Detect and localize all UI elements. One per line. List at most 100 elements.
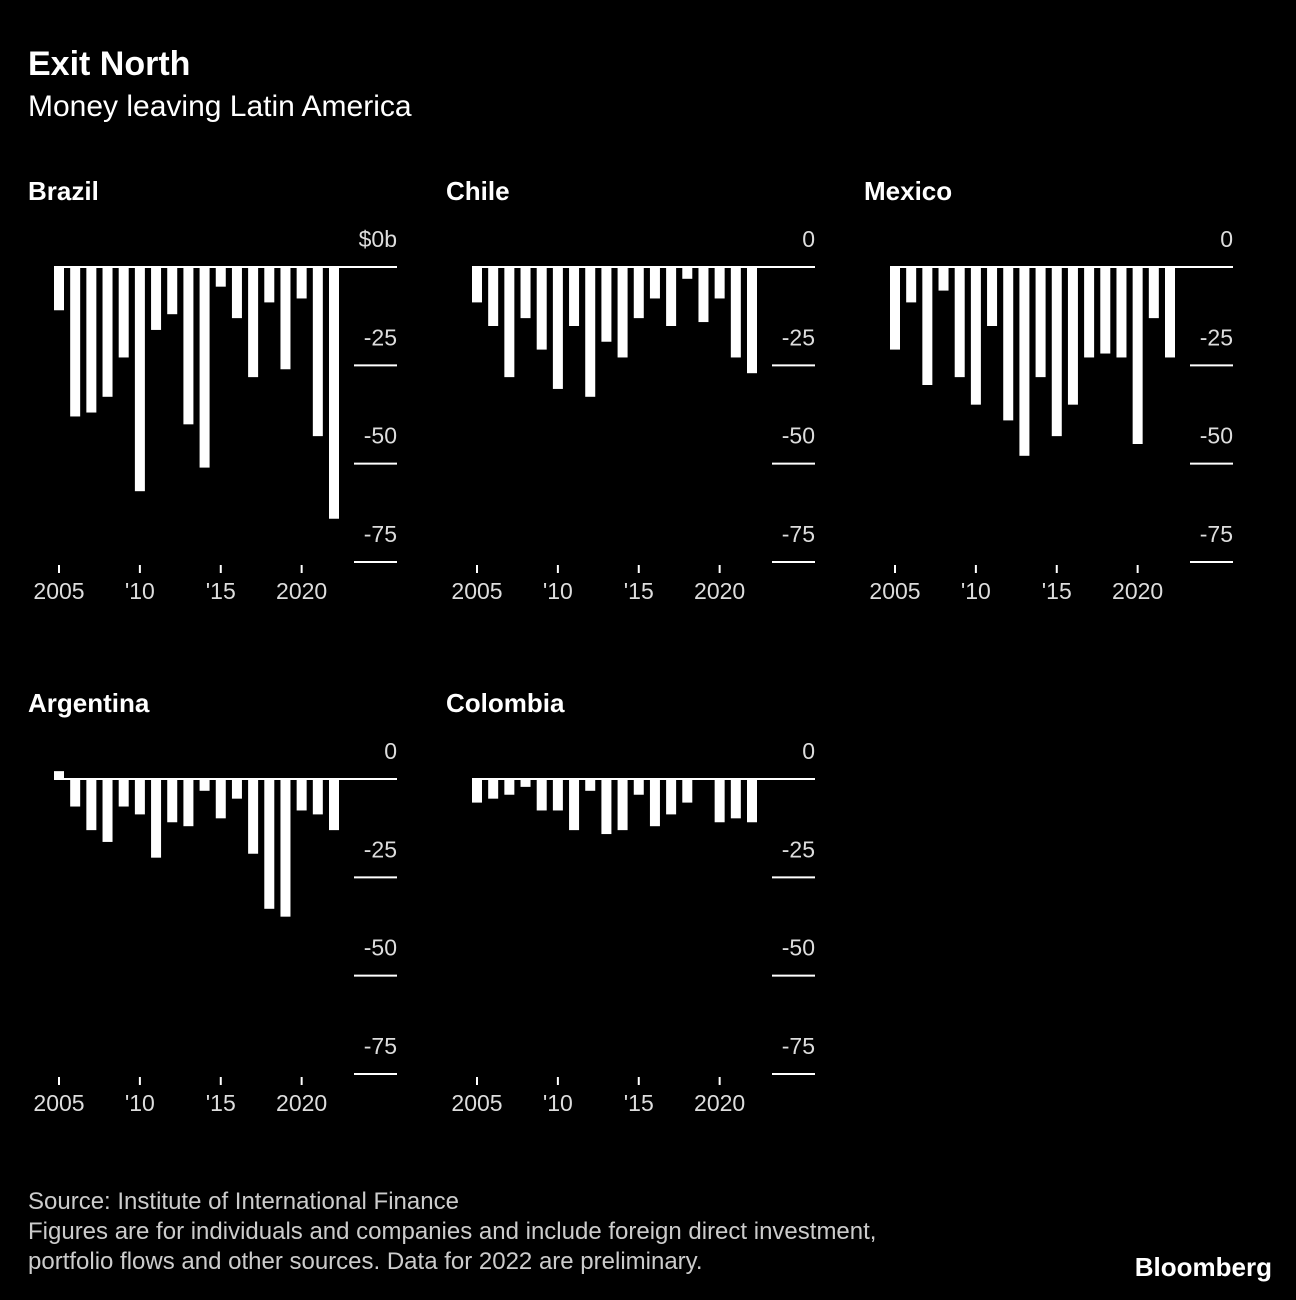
- y-tick-label: 0: [1220, 226, 1233, 252]
- bar: [617, 267, 628, 358]
- y-tick-label: -50: [364, 423, 397, 449]
- bar: [890, 267, 900, 350]
- y-tick-label: -25: [782, 324, 815, 350]
- bar: [714, 779, 725, 823]
- bar: [118, 267, 129, 358]
- bar: [1019, 267, 1030, 456]
- bar: [1084, 267, 1095, 358]
- y-tick-label: -25: [782, 836, 815, 862]
- bar: [231, 779, 242, 799]
- bar: [633, 267, 644, 319]
- bar: [666, 779, 677, 815]
- bar: [682, 267, 693, 279]
- bar: [86, 779, 97, 831]
- bar: [329, 267, 339, 519]
- x-tick-label: 2005: [869, 578, 920, 604]
- bar: [296, 267, 307, 299]
- bar: [280, 267, 291, 370]
- bar: [183, 267, 194, 425]
- bar: [601, 779, 612, 835]
- bar: [1067, 267, 1078, 405]
- bar: [906, 267, 917, 303]
- x-tick-label: '10: [125, 1090, 155, 1116]
- bar: [552, 779, 563, 811]
- x-tick-label: '10: [961, 578, 991, 604]
- bar: [215, 779, 226, 819]
- bar: [520, 267, 531, 319]
- bar: [504, 267, 515, 378]
- bar: [536, 267, 547, 350]
- bar: [552, 267, 563, 389]
- x-tick-label: 2005: [451, 1090, 502, 1116]
- x-tick-label: '10: [125, 578, 155, 604]
- bar: [167, 779, 178, 823]
- x-tick-label: '15: [624, 578, 654, 604]
- bar: [747, 779, 757, 823]
- bar: [666, 267, 677, 326]
- bar: [569, 779, 580, 831]
- y-tick-label: -75: [782, 1033, 815, 1059]
- bar: [488, 779, 499, 799]
- x-tick-label: 2005: [33, 578, 84, 604]
- bar: [248, 779, 259, 854]
- y-tick-label: -25: [1200, 324, 1233, 350]
- bar: [682, 779, 693, 803]
- y-tick-label: -75: [1200, 521, 1233, 547]
- bar: [585, 267, 596, 397]
- bar: [215, 267, 226, 287]
- y-tick-label: -50: [364, 935, 397, 961]
- bar: [1132, 267, 1143, 444]
- x-tick-label: '15: [206, 578, 236, 604]
- y-tick-label: -50: [782, 423, 815, 449]
- x-tick-label: 2020: [276, 578, 327, 604]
- bar: [536, 779, 547, 811]
- y-tick-label: $0b: [359, 226, 397, 252]
- x-tick-label: '10: [543, 1090, 573, 1116]
- bar: [312, 267, 323, 437]
- bar: [472, 267, 482, 303]
- bar: [134, 779, 145, 815]
- x-tick-label: '15: [624, 1090, 654, 1116]
- panel-title: Colombia: [446, 688, 565, 718]
- bar: [1051, 267, 1062, 437]
- bar: [312, 779, 323, 815]
- panel-title: Chile: [446, 176, 510, 206]
- bar: [118, 779, 129, 807]
- x-tick-label: 2005: [33, 1090, 84, 1116]
- bar: [585, 779, 596, 791]
- bar: [199, 779, 210, 791]
- bar: [1116, 267, 1127, 358]
- bar: [183, 779, 194, 827]
- bar: [987, 267, 998, 326]
- y-tick-label: -75: [364, 521, 397, 547]
- bar: [649, 779, 660, 827]
- bar: [167, 267, 178, 315]
- note: Figures are for individuals and companie…: [28, 1218, 876, 1245]
- source: Source: Institute of International Finan…: [28, 1188, 459, 1215]
- y-tick-label: -50: [782, 935, 815, 961]
- y-tick-label: 0: [802, 226, 815, 252]
- bar: [730, 779, 741, 819]
- x-tick-label: 2020: [276, 1090, 327, 1116]
- panel-title: Brazil: [28, 176, 99, 206]
- x-tick-label: '15: [206, 1090, 236, 1116]
- x-tick-label: 2020: [694, 578, 745, 604]
- bar: [922, 267, 933, 385]
- bar: [296, 779, 307, 811]
- bar: [649, 267, 660, 299]
- bar: [199, 267, 210, 468]
- bar: [54, 267, 64, 311]
- bar: [504, 779, 515, 795]
- bar: [714, 267, 725, 299]
- y-tick-label: -75: [364, 1033, 397, 1059]
- chart-subtitle: Money leaving Latin America: [28, 90, 412, 123]
- bar: [248, 267, 259, 378]
- x-tick-label: 2005: [451, 578, 502, 604]
- bar: [488, 267, 499, 326]
- note: portfolio flows and other sources. Data …: [28, 1248, 703, 1275]
- bar: [472, 779, 482, 803]
- bar: [151, 267, 162, 330]
- bar: [569, 267, 580, 326]
